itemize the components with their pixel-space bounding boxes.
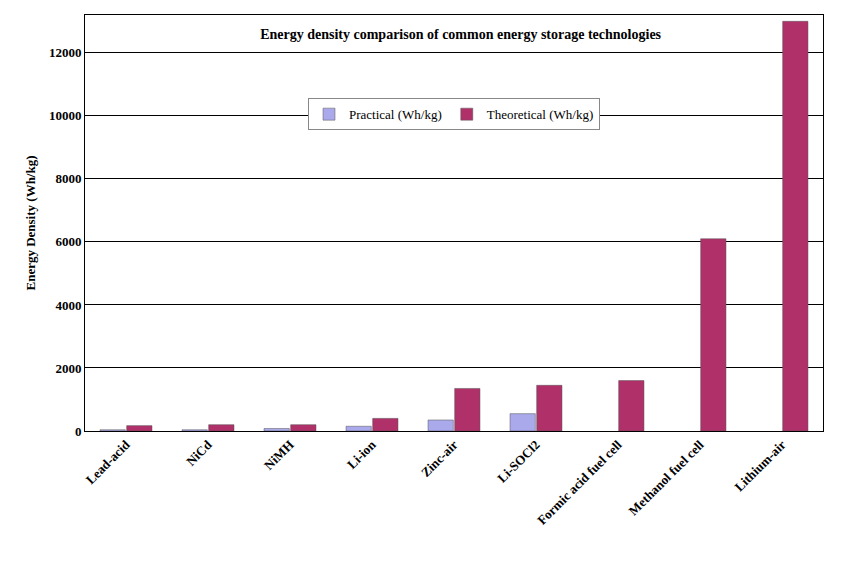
svg-text:0: 0 xyxy=(75,424,82,439)
svg-text:2000: 2000 xyxy=(55,361,81,376)
svg-text:NiMH: NiMH xyxy=(261,437,297,473)
svg-text:12000: 12000 xyxy=(49,45,82,60)
svg-text:10000: 10000 xyxy=(49,108,82,123)
svg-text:Li-ion: Li-ion xyxy=(344,437,379,472)
svg-text:Li-SOCl2: Li-SOCl2 xyxy=(494,437,542,485)
svg-text:Theoretical (Wh/kg): Theoretical (Wh/kg) xyxy=(487,107,593,122)
svg-text:Formic acid fuel cell: Formic acid fuel cell xyxy=(534,437,625,528)
svg-text:Methanol fuel cell: Methanol fuel cell xyxy=(626,437,707,518)
svg-text:Zinc-air: Zinc-air xyxy=(418,437,461,480)
svg-text:Energy Density (Wh/kg): Energy Density (Wh/kg) xyxy=(23,155,38,290)
svg-text:Lead-acid: Lead-acid xyxy=(83,437,133,487)
svg-text:Practical (Wh/kg): Practical (Wh/kg) xyxy=(349,107,442,122)
svg-text:Lithium-air: Lithium-air xyxy=(732,437,789,494)
svg-text:8000: 8000 xyxy=(55,171,81,186)
svg-text:Energy density comparison of c: Energy density comparison of common ener… xyxy=(260,27,661,42)
svg-text:4000: 4000 xyxy=(55,297,81,312)
svg-text:6000: 6000 xyxy=(55,234,81,249)
svg-text:NiCd: NiCd xyxy=(183,437,215,469)
